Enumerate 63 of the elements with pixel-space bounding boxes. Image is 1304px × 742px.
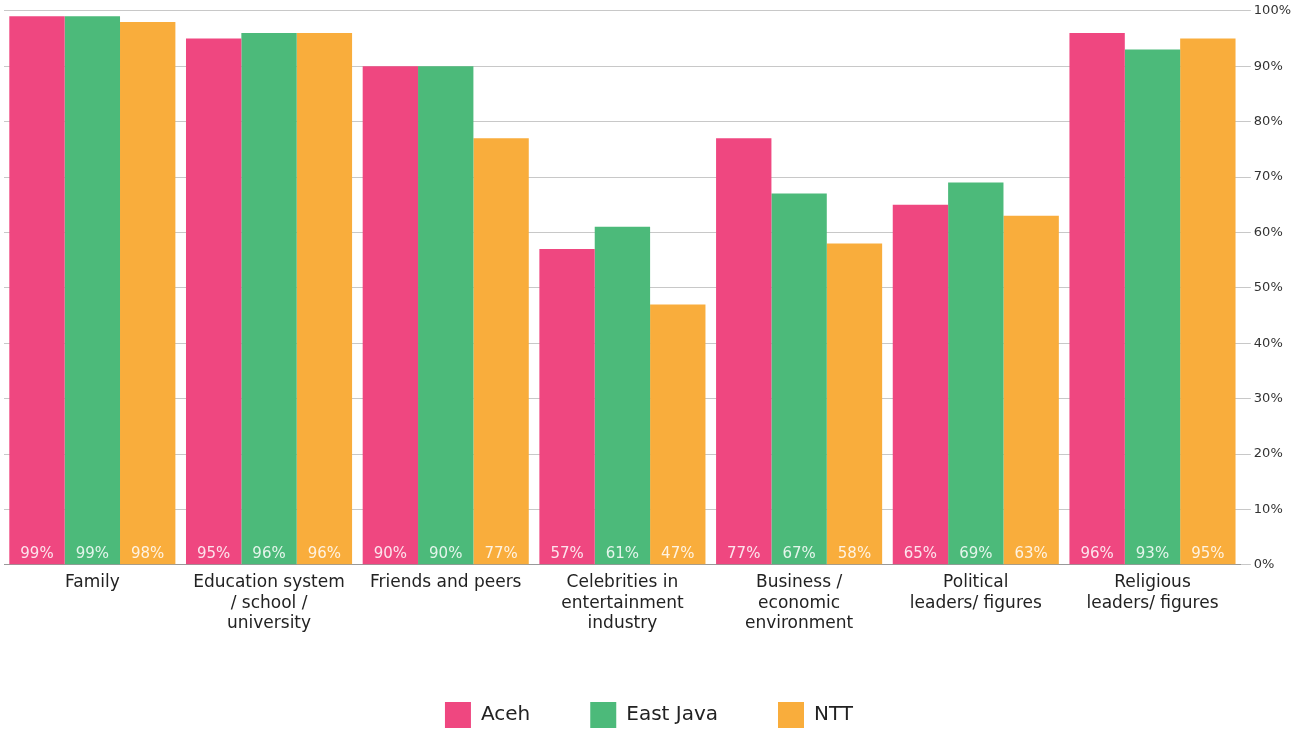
bar (1003, 215, 1059, 565)
bar (1069, 32, 1125, 565)
bar (9, 16, 65, 565)
legend-label: East Java (626, 701, 719, 726)
data-label: 77% (484, 544, 518, 563)
x-tick-label: Religious leaders/ figures (1086, 571, 1219, 612)
y-tick-label: 60% (1253, 223, 1283, 239)
bar (594, 226, 651, 565)
x-tick-label: Family (64, 571, 120, 592)
bar (418, 66, 474, 565)
bar (892, 204, 949, 565)
bar (241, 32, 297, 565)
data-label: 69% (959, 544, 993, 563)
x-tick-label: Education system / school / university (193, 571, 345, 633)
bar (1180, 38, 1236, 565)
bar (826, 243, 883, 565)
data-label: 93% (1135, 544, 1170, 563)
data-label: 90% (373, 544, 408, 563)
data-label: 99% (75, 544, 110, 563)
bar (1124, 49, 1181, 565)
y-tick-label: 80% (1253, 112, 1283, 128)
bar (296, 32, 353, 565)
bar (473, 138, 529, 565)
y-tick-label: 10% (1253, 500, 1283, 516)
data-label: 95% (197, 544, 231, 563)
data-label: 90% (429, 544, 463, 563)
data-label: 63% (1014, 544, 1048, 563)
y-tick-label: 0% (1253, 556, 1275, 572)
data-label: 47% (661, 544, 695, 563)
bar (185, 38, 242, 565)
bar (716, 138, 772, 565)
y-tick-label: 90% (1253, 57, 1283, 73)
legend-label: Aceh (480, 701, 531, 726)
y-tick-label: 20% (1253, 445, 1283, 461)
data-label: 57% (550, 544, 584, 563)
y-tick-label: 40% (1253, 334, 1283, 350)
bar (362, 66, 419, 565)
data-label: 61% (605, 544, 640, 563)
bar (650, 304, 706, 565)
y-tick-label: 100% (1253, 2, 1292, 18)
data-label: 99% (20, 544, 54, 563)
data-label: 96% (252, 544, 286, 563)
x-tick-label: Celebrities in entertainment industry (561, 571, 684, 633)
legend-label: NTT (814, 701, 854, 726)
bar (539, 249, 595, 565)
bar (771, 193, 827, 565)
y-tick-label: 30% (1253, 389, 1283, 405)
data-label: 67% (782, 544, 816, 563)
x-tick-label: Friends and peers (369, 571, 522, 592)
y-tick-label: 70% (1253, 168, 1283, 184)
data-label: 95% (1191, 544, 1225, 563)
data-label: 96% (307, 544, 342, 563)
bar (64, 16, 121, 565)
x-tick-label: Business / economic environment (744, 571, 854, 633)
data-label: 96% (1080, 544, 1114, 563)
data-label: 58% (837, 544, 872, 563)
x-tick-label: Political leaders/ figures (909, 571, 1042, 612)
data-label: 77% (727, 544, 761, 563)
bar (120, 21, 176, 565)
data-label: 65% (903, 544, 938, 563)
y-tick-label: 50% (1253, 279, 1283, 295)
bar (948, 182, 1004, 565)
data-label: 98% (131, 544, 165, 563)
